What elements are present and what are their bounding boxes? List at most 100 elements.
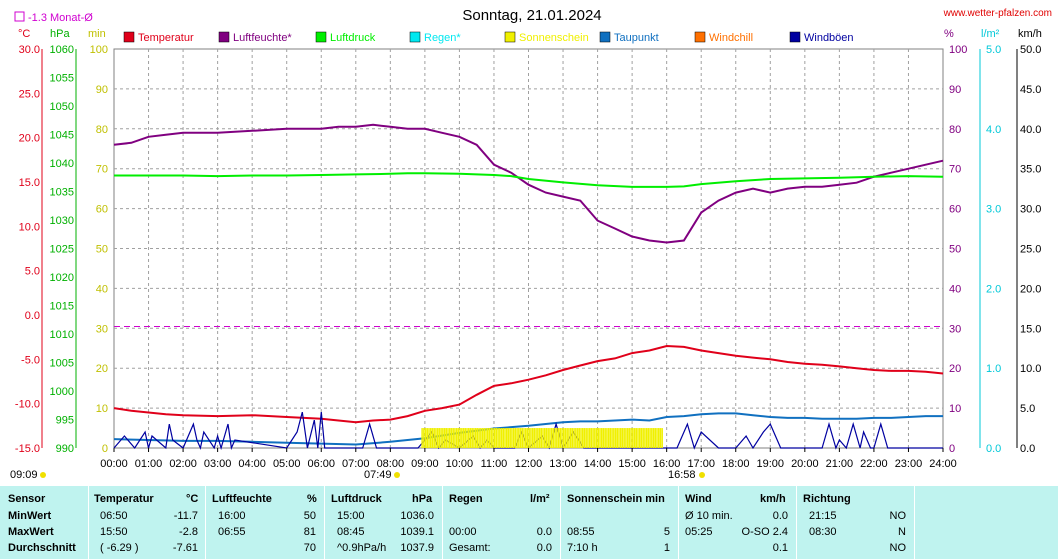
legend-swatch [409,31,421,43]
pressure-tick-label: 1035 [50,187,74,199]
wind-tick-label: 25.0 [1020,244,1041,256]
grid [113,48,944,449]
wind-tick-label: 0.0 [1020,443,1035,455]
pressure-tick-label: 1060 [50,44,74,56]
unit-pressure: hPa [50,28,70,40]
temp-tick-label: -10.0 [15,399,40,411]
stats-cell-d_time: 08:30 [809,526,837,538]
wind-tick-label: 40.0 [1020,124,1041,136]
x-tick-label: 09:00 [411,458,439,470]
legend-item: Sonnenschein [504,31,589,44]
sunrise-label: 07:49 [364,469,392,481]
legend-swatch [504,31,516,43]
legend-swatch [789,31,801,43]
hdr-lf-unit: % [307,493,317,505]
wind-tick-label: 5.0 [1020,403,1035,415]
legend-item: Regen* [409,31,461,44]
month-avg-marker-icon [14,11,25,22]
series-luftfeuchte [113,123,944,244]
minutes-tick-label: 70 [96,164,108,176]
pressure-tick-label: 1050 [50,101,74,113]
x-tick-label: 16:00 [653,458,681,470]
hdr-sonne: Sonnenschein min [567,493,665,505]
divider [205,486,206,559]
pressure-tick-label: 995 [56,415,74,427]
hdr-wind-unit: km/h [760,493,786,505]
legend-swatch [599,31,611,43]
hdr-ld-unit: hPa [412,493,433,505]
divider [88,486,89,559]
x-tick-label: 23:00 [895,458,923,470]
pressure-tick-label: 1025 [50,244,74,256]
wind-tick-label: 30.0 [1020,204,1041,216]
x-tick-label: 11:00 [481,458,508,470]
stats-cell-h_time: 06:55 [218,526,246,538]
stats-cell-w_time: Ø 10 min. [685,510,733,522]
stats-cell-w_val: 0.0 [772,510,788,522]
temp-tick-label: -5.0 [21,354,40,366]
stats-cell-s_time: 7:10 h [567,542,598,554]
minutes-tick-label: 90 [96,84,108,96]
stats-cell-p_val: 1036.0 [400,510,434,522]
x-tick-label: 10:00 [446,458,474,470]
pressure-tick-label: 1030 [50,215,74,227]
wind-tick-label: 35.0 [1020,164,1041,176]
legend-swatch [218,31,230,43]
stats-cell-h_val: 70 [303,542,316,554]
series-temperatur [113,344,944,424]
x-tick-label: 15:00 [618,458,646,470]
legend-label: Windböen [804,32,854,44]
sunrise-sun-icon [394,472,400,478]
x-tick-label: 06:00 [307,458,335,470]
x-tick-label: 18:00 [722,458,750,470]
x-tick-label: 22:00 [860,458,888,470]
stats-cell-label: Durchschnitt [8,542,76,554]
stats-cell-s_val: 1 [663,542,670,554]
bottom-left-sun-icon [40,472,46,478]
legend-swatch [123,31,135,43]
x-tick-label: 20:00 [791,458,819,470]
pressure-tick-label: 1020 [50,272,74,284]
x-tick-label: 14:00 [584,458,612,470]
percent-tick-label: 0 [949,443,955,455]
stats-cell-t_val: -7.61 [172,542,198,554]
legend-label: Taupunkt [614,32,659,44]
stats-cell-p_time: ^0.9hPa/h [337,542,387,554]
legend-label: Regen* [424,32,461,44]
divider [796,486,797,559]
percent-tick-label: 90 [949,84,961,96]
rain-tick-label: 1.0 [986,363,1001,375]
stats-cell-p_time: 15:00 [337,510,365,522]
site-name[interactable]: www.wetter-pfalzen.com [943,8,1052,19]
stats-cell-label: MinWert [8,510,52,522]
legend-item: Windböen [789,31,854,44]
x-tick-label: 17:00 [687,458,715,470]
percent-tick-label: 100 [949,44,967,56]
unit-wind: km/h [1018,28,1042,40]
wind-tick-label: 10.0 [1020,363,1041,375]
divider [324,486,325,559]
rain-tick-label: 3.0 [986,204,1001,216]
minutes-tick-label: 10 [96,403,108,415]
axes-layer: 00:00 01:00 02:00 03:00 04:00 05:00 06:00 07:00… [15,44,1042,470]
stats-cell-s_val: 5 [663,526,670,538]
legend-label: Windchill [709,32,753,44]
minutes-tick-label: 30 [96,323,108,335]
divider [442,486,443,559]
stats-cell-w_val: O-SO 2.4 [741,526,788,538]
percent-tick-label: 10 [949,403,961,415]
hdr-temp-unit: °C [186,493,199,505]
stats-cell-t_time: 06:50 [100,510,128,522]
stats-cell-w_val: 0.1 [772,542,788,554]
hdr-temperatur: Temperatur [94,493,154,505]
stats-cell-t_val: -11.7 [173,510,198,522]
divider [678,486,679,559]
rain-tick-label: 4.0 [986,124,1001,136]
percent-tick-label: 60 [949,204,961,216]
minutes-tick-label: 80 [96,124,108,136]
legend-label: Sonnenschein [519,32,589,44]
stats-cell-r_val: 0.0 [536,542,552,554]
stats-cell-h_val: 81 [303,526,316,538]
unit-temp: °C [18,28,30,40]
minutes-tick-label: 20 [96,363,108,375]
